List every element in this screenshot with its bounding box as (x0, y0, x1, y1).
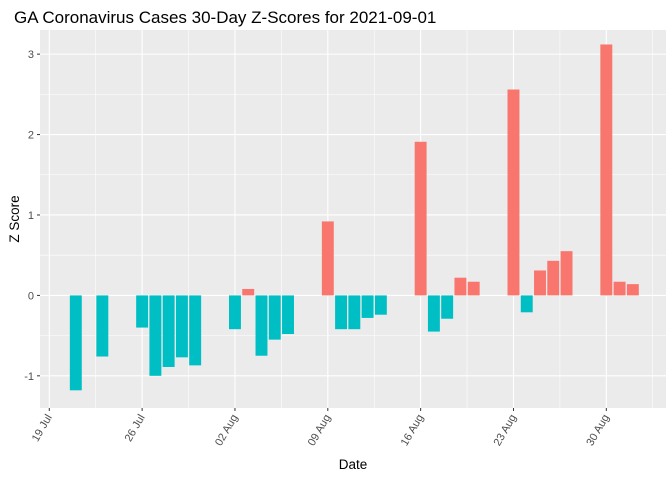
bar (626, 284, 639, 296)
bar (534, 270, 546, 296)
plot-panel (40, 30, 666, 408)
bar (136, 295, 149, 328)
y-tick-label: 1 (28, 210, 34, 222)
y-tick-label: 0 (28, 290, 34, 302)
bar (282, 295, 294, 335)
x-tick-label: 30 Aug (584, 413, 612, 449)
x-axis: 19 Jul 26 Jul 02 Aug 09 Aug 16 Aug 23 Aug 30 A… (30, 408, 612, 448)
bar (427, 295, 440, 332)
y-tick-label: -1 (24, 371, 34, 383)
bar (348, 295, 361, 330)
x-tick-label: 09 Aug (306, 413, 334, 449)
bar (361, 295, 374, 318)
bar (613, 281, 626, 296)
bar (547, 260, 560, 296)
bar (560, 251, 573, 296)
bar (374, 295, 387, 315)
bar (255, 295, 268, 356)
bar (441, 295, 454, 319)
y-tick-label: 2 (28, 130, 34, 142)
bar (321, 221, 334, 296)
y-tick-label: 3 (28, 49, 34, 61)
bar (149, 295, 162, 376)
bar (175, 295, 188, 358)
bar (414, 141, 427, 296)
bar (507, 89, 520, 296)
bar (335, 295, 348, 330)
bar (454, 277, 467, 296)
bar (600, 44, 613, 296)
x-tick-label: 26 Jul (123, 413, 148, 444)
x-tick-label: 16 Aug (399, 413, 427, 449)
bar (189, 295, 202, 366)
bar (268, 295, 281, 340)
y-axis-title: Z Score (7, 195, 22, 242)
y-axis: -1 0 1 2 3 (24, 49, 40, 383)
bars (69, 44, 639, 391)
minor-gridlines (40, 30, 666, 408)
x-tick-label: 19 Jul (30, 413, 55, 444)
x-tick-label: 02 Aug (213, 413, 241, 449)
chart-title: GA Coronavirus Cases 30-Day Z-Scores for… (14, 8, 436, 27)
bar (69, 295, 82, 391)
bar (467, 281, 480, 296)
bar (162, 295, 175, 367)
bar (96, 295, 109, 357)
bar (228, 295, 241, 330)
x-axis-title: Date (339, 457, 368, 472)
bar (520, 295, 533, 313)
x-tick-label: 23 Aug (492, 413, 520, 449)
bar (242, 288, 255, 296)
